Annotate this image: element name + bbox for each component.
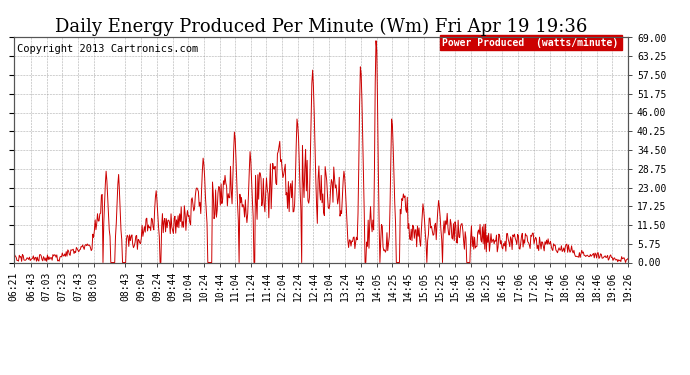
- Text: Power Produced  (watts/minute): Power Produced (watts/minute): [442, 38, 619, 48]
- Title: Daily Energy Produced Per Minute (Wm) Fri Apr 19 19:36: Daily Energy Produced Per Minute (Wm) Fr…: [55, 18, 587, 36]
- Text: Copyright 2013 Cartronics.com: Copyright 2013 Cartronics.com: [17, 44, 198, 54]
